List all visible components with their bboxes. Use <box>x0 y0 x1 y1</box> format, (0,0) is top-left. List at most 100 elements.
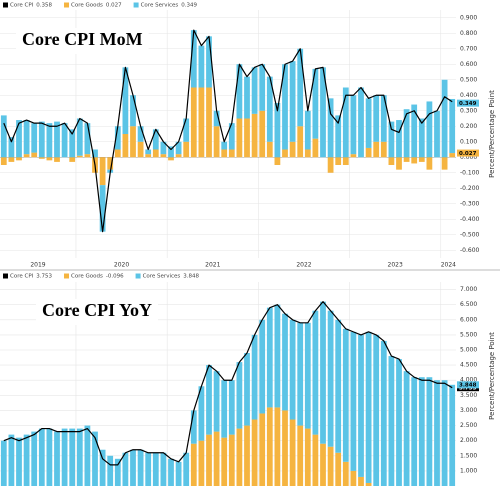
bar <box>213 431 220 486</box>
bar <box>441 79 448 158</box>
bar <box>274 407 281 486</box>
bar <box>228 149 235 158</box>
y-tick-label: 4.500 <box>460 362 477 369</box>
bar <box>304 110 311 150</box>
y-tick-label: 6.500 <box>460 301 477 308</box>
bar <box>114 458 121 486</box>
end-tag-label: 3.753 <box>459 385 477 391</box>
bar <box>434 110 440 158</box>
y-tick-label: 3.500 <box>460 392 477 399</box>
bar <box>190 30 197 88</box>
y-tick-label: 4.000 <box>460 377 477 384</box>
bar <box>350 470 357 486</box>
bar <box>221 437 228 486</box>
bar <box>160 141 167 155</box>
bar <box>221 380 228 438</box>
legend-swatch <box>64 2 70 8</box>
bar <box>206 87 212 158</box>
legend-swatch <box>135 273 141 279</box>
bar <box>320 67 326 158</box>
bar <box>16 437 22 486</box>
legend-value: 0.358 <box>36 3 52 9</box>
bar <box>365 98 372 148</box>
bar <box>373 95 380 142</box>
y-tick-label: 2.500 <box>460 422 477 429</box>
bar <box>266 307 273 408</box>
bar <box>289 141 296 158</box>
bar <box>365 331 372 483</box>
bar <box>259 413 266 486</box>
bar <box>289 419 296 486</box>
bar <box>137 449 144 486</box>
bar <box>198 386 205 441</box>
end-tag <box>457 381 479 389</box>
bar <box>266 76 273 142</box>
bar <box>342 87 349 158</box>
bar <box>380 95 387 142</box>
y-tick-label: -0.400 <box>460 216 480 223</box>
bar <box>76 118 83 156</box>
bar <box>373 141 380 158</box>
bar <box>183 452 190 486</box>
bar <box>38 428 45 486</box>
bar <box>46 123 53 158</box>
y-tick-label: 1.500 <box>460 452 477 459</box>
y-tick-label: 0.600 <box>460 61 477 68</box>
bar <box>388 356 395 486</box>
bar <box>274 304 281 408</box>
x-tick-label: 2022 <box>296 262 311 269</box>
bar <box>8 137 15 158</box>
y-tick-label: 0.500 <box>460 76 477 83</box>
bar <box>403 109 410 158</box>
legend-value: -0.096 <box>106 274 124 280</box>
legend-swatch <box>64 273 70 279</box>
bar <box>449 153 456 158</box>
y-tick-label: -0.100 <box>460 169 480 176</box>
y-tick-label: 5.500 <box>460 331 477 338</box>
bar <box>251 419 258 486</box>
bar <box>213 126 220 158</box>
bar <box>373 334 380 486</box>
bar <box>388 157 395 165</box>
bar <box>289 319 296 420</box>
y-tick-label: -0.200 <box>460 185 480 192</box>
panel: 7.000 6.500 6.000 5.500 5.000 4.500 4.000 3.500… <box>0 273 496 486</box>
y-tick-label: -0.300 <box>460 200 480 207</box>
bar <box>418 118 425 158</box>
bar <box>312 138 319 158</box>
legend-label: Core Goods <box>71 274 103 280</box>
bar <box>403 157 410 162</box>
x-tick-label: 2021 <box>205 262 220 269</box>
bar <box>190 87 197 158</box>
legend-value: 3.848 <box>183 274 199 280</box>
y-tick-label: 0.800 <box>460 30 477 37</box>
bar <box>289 61 296 142</box>
bar <box>84 154 91 158</box>
bar <box>244 425 250 486</box>
bar <box>282 64 288 150</box>
bar <box>251 334 258 420</box>
bar <box>434 380 440 486</box>
bar <box>61 123 68 158</box>
bar <box>388 121 395 158</box>
bar <box>99 449 106 486</box>
title-background <box>36 299 158 325</box>
bar <box>380 340 387 486</box>
bar <box>274 103 281 158</box>
bar <box>76 428 83 486</box>
bar <box>61 428 68 486</box>
bar <box>426 101 433 158</box>
legend-label: Core Goods <box>71 3 103 9</box>
bar <box>168 458 174 486</box>
bar <box>411 104 418 158</box>
bar <box>274 157 281 165</box>
bar <box>426 157 433 170</box>
bar <box>282 149 288 158</box>
bar <box>206 365 212 435</box>
bar <box>160 452 167 486</box>
legend-label: Core Services <box>141 3 179 9</box>
legend-swatch <box>133 2 139 8</box>
bar <box>152 452 159 486</box>
bar <box>236 118 243 158</box>
y-tick-label: 3.000 <box>460 407 477 414</box>
